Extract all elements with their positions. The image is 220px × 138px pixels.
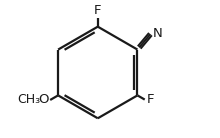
Text: CH₃: CH₃ — [17, 93, 40, 106]
Text: O: O — [38, 93, 49, 106]
Text: N: N — [153, 27, 163, 40]
Text: F: F — [146, 93, 154, 106]
Text: F: F — [94, 4, 102, 17]
